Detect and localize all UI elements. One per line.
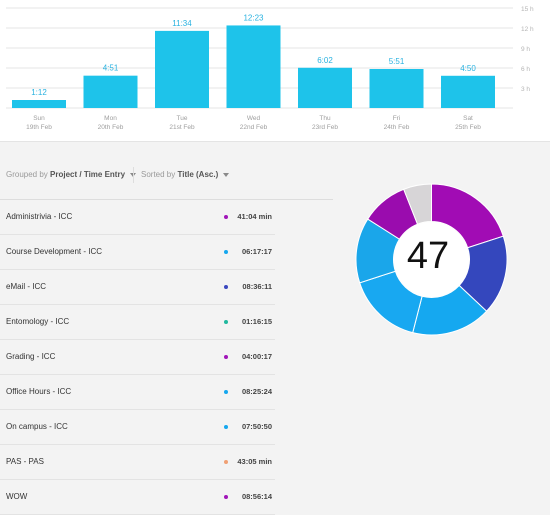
project-color-dot — [224, 390, 228, 394]
x-tick-day: Mon — [104, 115, 117, 122]
entry-title: Course Development - ICC — [6, 247, 103, 256]
y-tick-label: 9 h — [521, 46, 530, 53]
list-item[interactable]: PAS - PAS 43:05 min — [0, 445, 275, 480]
list-item[interactable]: Entomology - ICC 01:16:15 — [0, 305, 275, 340]
x-tick-day: Fri — [393, 115, 401, 122]
project-color-dot — [224, 250, 228, 254]
entry-duration: 08:56:14 — [241, 492, 272, 501]
x-tick-day: Wed — [247, 115, 261, 122]
bar-value-label: 5:51 — [389, 57, 405, 66]
entry-duration: 04:00:17 — [241, 352, 272, 361]
y-tick-label: 3 h — [521, 86, 530, 93]
group-by-value: Project / Time Entry — [50, 170, 126, 179]
bar-mon[interactable] — [83, 75, 138, 108]
entry-duration: 01:16:15 — [241, 317, 272, 326]
bar-thu[interactable] — [298, 67, 352, 108]
bar-value-label: 11:34 — [172, 19, 192, 28]
x-tick-date: 23rd Feb — [312, 124, 338, 131]
x-tick-date: 25th Feb — [455, 124, 481, 131]
x-tick-day: Tue — [177, 115, 188, 122]
entry-duration: 08:25:24 — [241, 387, 272, 396]
bar-tue[interactable] — [155, 30, 209, 109]
project-color-dot — [224, 460, 228, 464]
entry-title: Administrivia - ICC — [6, 212, 73, 221]
sort-by-dropdown[interactable]: Sorted by Title (Asc.) — [141, 170, 230, 179]
sort-by-prefix: Sorted by — [141, 170, 176, 179]
y-tick-label: 6 h — [521, 66, 530, 73]
x-tick-day: Thu — [319, 115, 331, 122]
bar-value-label: 1:12 — [31, 88, 47, 97]
list-item[interactable]: Course Development - ICC 06:17:17 — [0, 235, 275, 270]
chart-divider — [0, 141, 550, 142]
bar-value-label: 12:23 — [243, 13, 264, 22]
entry-duration: 07:50:50 — [241, 422, 272, 431]
project-color-dot — [224, 425, 228, 429]
weekly-bar-chart: 3 h 6 h 9 h 12 h 15 h 1:12 Sun 19th Feb 4:51 Mon 2… — [6, 6, 534, 131]
time-entry-list: Administrivia - ICC 41:04 min Course Devel… — [0, 200, 275, 515]
x-tick-date: 24th Feb — [384, 124, 410, 131]
entry-duration: 43:05 min — [237, 457, 272, 466]
bar-fri[interactable] — [369, 69, 424, 108]
donut-center-count: 47 — [406, 235, 450, 277]
group-by-prefix: Grouped by — [6, 170, 48, 179]
group-by-dropdown[interactable]: Grouped by Project / Time Entry — [6, 170, 137, 179]
project-color-dot — [224, 320, 228, 324]
chevron-down-icon — [223, 172, 230, 177]
entry-title: WOW — [6, 492, 28, 501]
bar-value-label: 4:51 — [103, 64, 119, 73]
x-tick-date: 20th Feb — [98, 124, 124, 131]
project-color-dot — [224, 215, 228, 219]
bar-value-label: 4:50 — [460, 64, 476, 73]
donut-hole — [394, 222, 469, 297]
project-color-dot — [224, 285, 228, 289]
x-tick-date: 21st Feb — [169, 124, 195, 131]
y-tick-label: 15 h — [521, 6, 534, 13]
entry-title: On campus - ICC — [6, 422, 68, 431]
entry-title: PAS - PAS — [6, 457, 44, 466]
project-donut-chart — [355, 183, 508, 336]
controls-separator — [133, 167, 134, 183]
entry-title: Office Hours - ICC — [6, 387, 72, 396]
list-item[interactable]: Grading - ICC 04:00:17 — [0, 340, 275, 375]
project-color-dot — [224, 495, 228, 499]
donut-segment-7[interactable] — [403, 183, 432, 225]
sort-by-value: Title (Asc.) — [177, 170, 219, 179]
entry-duration: 08:36:11 — [242, 282, 272, 291]
entry-title: eMail - ICC — [6, 282, 47, 291]
x-tick-day: Sat — [463, 115, 473, 122]
bar-sun[interactable] — [12, 100, 66, 108]
bar-wed[interactable] — [226, 25, 281, 108]
entry-title: Entomology - ICC — [6, 317, 70, 326]
list-item[interactable]: Administrivia - ICC 41:04 min — [0, 200, 275, 235]
bar-value-label: 6:02 — [317, 56, 333, 65]
x-tick-day: Sun — [33, 115, 45, 122]
list-item[interactable]: On campus - ICC 07:50:50 — [0, 410, 275, 445]
x-tick-date: 22nd Feb — [240, 124, 268, 131]
bar-sat[interactable] — [441, 75, 495, 108]
x-tick-date: 19th Feb — [26, 124, 52, 131]
list-item[interactable]: eMail - ICC 08:36:11 — [0, 270, 275, 305]
entry-duration: 06:17:17 — [241, 247, 272, 256]
entry-title: Grading - ICC — [6, 352, 56, 361]
project-color-dot — [224, 355, 228, 359]
list-item[interactable]: WOW 08:56:14 — [0, 480, 275, 515]
list-item[interactable]: Office Hours - ICC 08:25:24 — [0, 375, 275, 410]
list-header-divider — [0, 199, 333, 200]
entry-duration: 41:04 min — [237, 212, 272, 221]
y-tick-label: 12 h — [521, 26, 534, 33]
